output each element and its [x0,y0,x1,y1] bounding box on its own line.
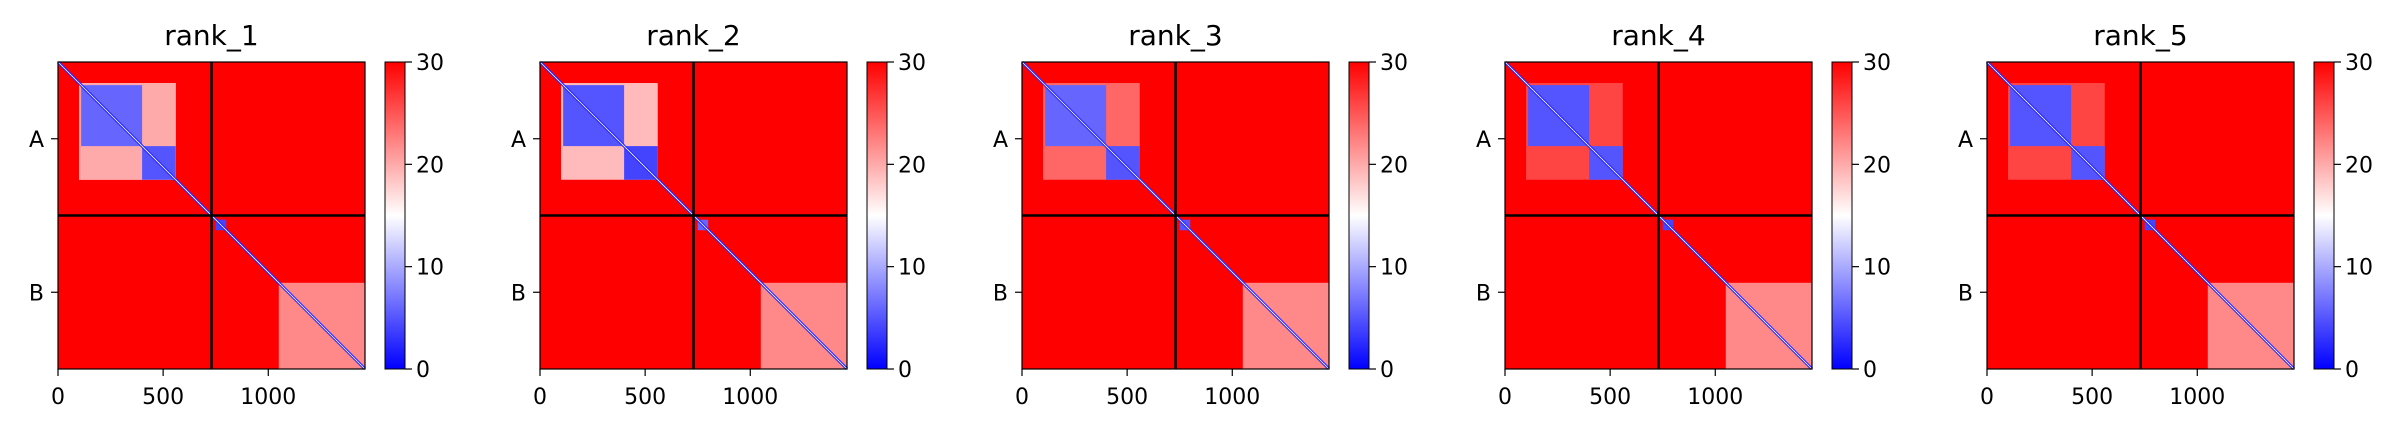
x-tick-label: 0 [51,385,65,410]
y-tick-label: A [993,128,1008,153]
x-tick-label: 500 [1589,385,1631,410]
x-tick-label: 0 [1015,385,1029,410]
x-tick-label: 0 [1980,385,1994,410]
colorbar-tick-label: 0 [1863,358,1877,383]
x-tick-label: 500 [142,385,184,410]
colorbar-tick-label: 0 [416,358,430,383]
y-tick-label: B [29,281,44,306]
colorbar-tick-label: 30 [416,51,444,76]
panel-rank_5: rank_5 0 500 1000 A B 0 10 20 30 [1958,19,2373,410]
plot-frame [1504,61,1813,370]
panel-title: rank_3 [1128,19,1222,52]
x-tick-label: 1000 [240,385,296,410]
colorbar-tick-label: 0 [2345,358,2359,383]
panel-rank_1: rank_1 0 500 1000 A B 0 10 20 30 [29,19,444,410]
colorbar-tick-label: 30 [898,51,926,76]
panel-rank_4: rank_4 0 500 1000 A B 0 10 20 30 [1476,19,1891,410]
panel-title: rank_5 [2093,19,2187,52]
colorbar-tick-label: 20 [1380,153,1408,178]
colorbar-tick-label: 30 [1863,51,1891,76]
plot-frame [539,61,848,370]
colorbar-tick-label: 10 [1863,256,1891,281]
y-tick-label: A [1476,128,1491,153]
x-tick-label: 1000 [1687,385,1743,410]
colorbar-tick-label: 20 [416,153,444,178]
x-tick-label: 500 [624,385,666,410]
colorbar-tick-label: 30 [2345,51,2373,76]
colorbar [1348,61,1370,370]
colorbar [1831,61,1853,370]
panel-title: rank_2 [646,19,740,52]
colorbar [866,61,888,370]
panel-rank_3: rank_3 0 500 1000 A B 0 10 20 30 [993,19,1408,410]
y-tick-label: B [1958,281,1973,306]
plot-frame [1986,61,2295,370]
x-tick-label: 0 [533,385,547,410]
colorbar-tick-label: 10 [1380,256,1408,281]
plot-frame [57,61,366,370]
colorbar [2313,61,2335,370]
x-tick-label: 500 [2071,385,2113,410]
colorbar-tick-label: 0 [898,358,912,383]
y-tick-label: A [1958,128,1973,153]
y-tick-label: A [511,128,526,153]
colorbar-tick-label: 10 [2345,256,2373,281]
colorbar-tick-label: 10 [416,256,444,281]
x-tick-label: 500 [1106,385,1148,410]
colorbar [384,61,406,370]
plot-frame [1021,61,1330,370]
colorbar-tick-label: 20 [1863,153,1891,178]
colorbar-tick-label: 20 [898,153,926,178]
panel-title: rank_1 [164,19,258,52]
x-tick-label: 1000 [1204,385,1260,410]
y-tick-label: B [993,281,1008,306]
colorbar-tick-label: 30 [1380,51,1408,76]
colorbar-tick-label: 0 [1380,358,1394,383]
colorbar-tick-label: 10 [898,256,926,281]
colorbar-tick-label: 20 [2345,153,2373,178]
x-tick-label: 1000 [722,385,778,410]
y-tick-label: B [511,281,526,306]
y-tick-label: A [29,128,44,153]
x-tick-label: 1000 [2169,385,2225,410]
panel-title: rank_4 [1611,19,1705,52]
y-tick-label: B [1476,281,1491,306]
panel-rank_2: rank_2 0 500 1000 A B 0 10 20 30 [511,19,926,410]
x-tick-label: 0 [1498,385,1512,410]
